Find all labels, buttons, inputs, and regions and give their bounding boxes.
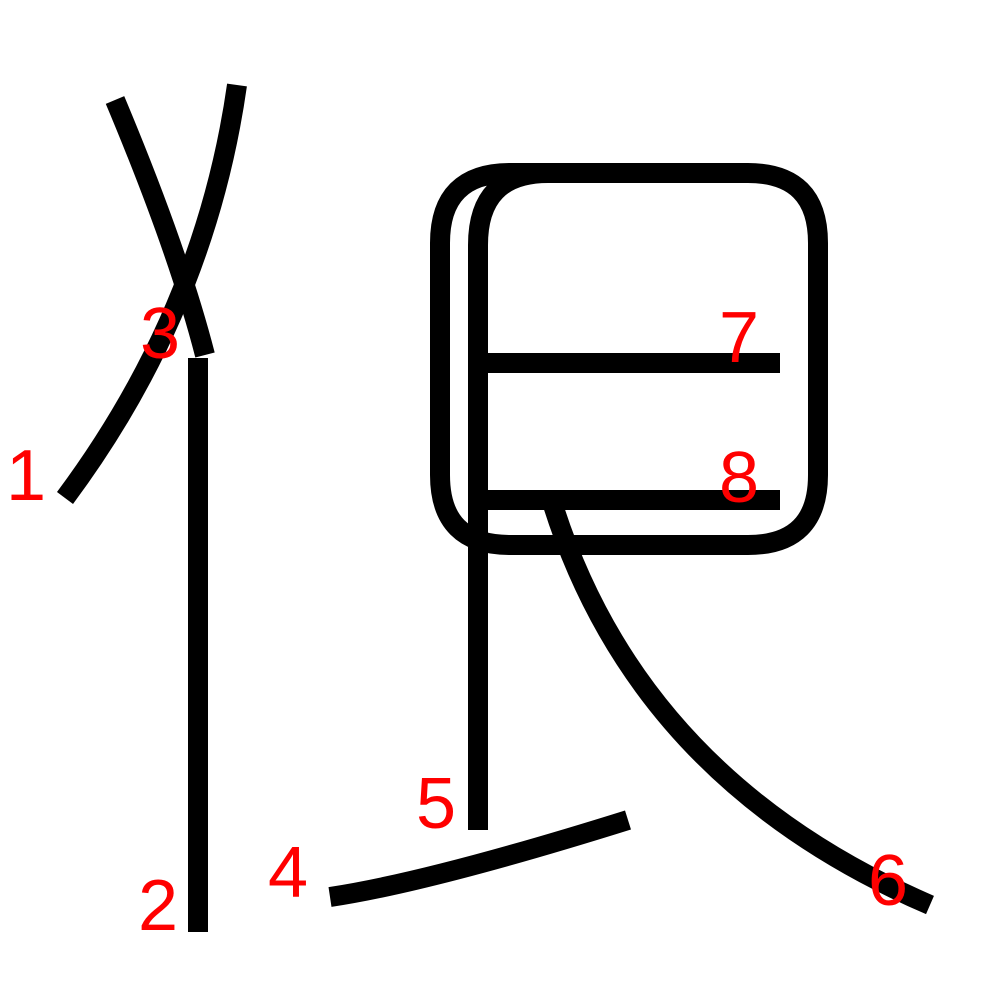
character-strokes: [56, 83, 934, 932]
stroke-number-7: 7: [719, 298, 759, 378]
stroke-1: [56, 83, 247, 504]
stroke-4: [328, 810, 631, 907]
stroke-number-8: 8: [719, 438, 759, 518]
stroke-number-6: 6: [868, 841, 908, 921]
stroke-number-2: 2: [138, 866, 178, 946]
stroke-5: [430, 163, 828, 830]
stroke-3: [105, 96, 215, 358]
stroke-number-4: 4: [268, 833, 308, 913]
stroke-number-3: 3: [140, 294, 180, 374]
stroke-number-5: 5: [416, 764, 456, 844]
stroke-number-labels: 1 2 3 4 5 6 7 8: [6, 294, 908, 946]
stroke-6: [543, 501, 934, 915]
stroke-number-1: 1: [6, 436, 46, 516]
